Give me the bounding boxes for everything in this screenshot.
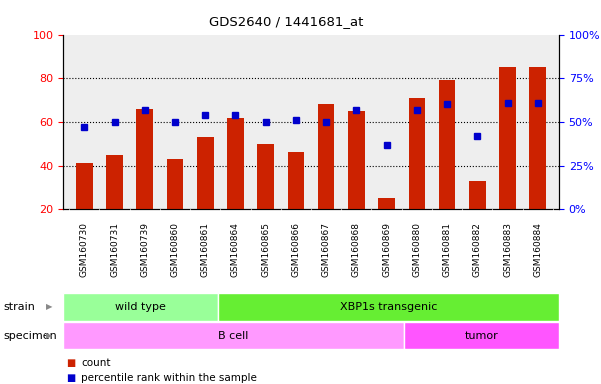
Text: ▶: ▶ (46, 302, 52, 311)
Text: wild type: wild type (115, 302, 166, 312)
Text: B cell: B cell (218, 331, 249, 341)
Text: GSM160865: GSM160865 (261, 222, 270, 276)
Text: GSM160882: GSM160882 (473, 222, 482, 276)
Bar (106, 155, 123, 209)
Bar (218, 293, 559, 321)
Text: XBP1s transgenic: XBP1s transgenic (340, 302, 437, 312)
Text: GSM160731: GSM160731 (110, 222, 119, 276)
Text: strain: strain (3, 302, 35, 312)
Bar (63, 293, 218, 321)
Bar (318, 104, 334, 209)
Bar (227, 118, 244, 209)
Bar (469, 181, 486, 209)
Bar (529, 67, 546, 209)
Bar (409, 98, 425, 209)
Text: GSM160730: GSM160730 (80, 222, 89, 276)
Text: ■: ■ (66, 373, 75, 383)
Text: specimen: specimen (3, 331, 56, 341)
Bar (288, 152, 304, 209)
Text: GSM160867: GSM160867 (322, 222, 331, 276)
Text: GSM160868: GSM160868 (352, 222, 361, 276)
Text: tumor: tumor (465, 331, 498, 341)
Bar (404, 322, 559, 349)
Bar (348, 111, 365, 209)
Bar (439, 80, 456, 209)
Bar (166, 159, 183, 209)
Text: GSM160884: GSM160884 (533, 222, 542, 276)
Text: GSM160869: GSM160869 (382, 222, 391, 276)
Text: GSM160739: GSM160739 (140, 222, 149, 276)
Bar (257, 144, 274, 209)
Text: GDS2640 / 1441681_at: GDS2640 / 1441681_at (209, 15, 364, 28)
Text: ▶: ▶ (46, 331, 52, 340)
Text: GSM160883: GSM160883 (503, 222, 512, 276)
Text: GSM160881: GSM160881 (442, 222, 451, 276)
Bar (378, 199, 395, 209)
Text: count: count (81, 358, 111, 368)
Text: GSM160861: GSM160861 (201, 222, 210, 276)
Text: percentile rank within the sample: percentile rank within the sample (81, 373, 257, 383)
Bar (136, 109, 153, 209)
Text: GSM160866: GSM160866 (291, 222, 300, 276)
Text: GSM160880: GSM160880 (412, 222, 421, 276)
Text: GSM160864: GSM160864 (231, 222, 240, 276)
Bar (197, 137, 213, 209)
Text: GSM160860: GSM160860 (171, 222, 180, 276)
Bar (63, 322, 404, 349)
Text: ■: ■ (66, 358, 75, 368)
Bar (499, 67, 516, 209)
Bar (76, 164, 93, 209)
